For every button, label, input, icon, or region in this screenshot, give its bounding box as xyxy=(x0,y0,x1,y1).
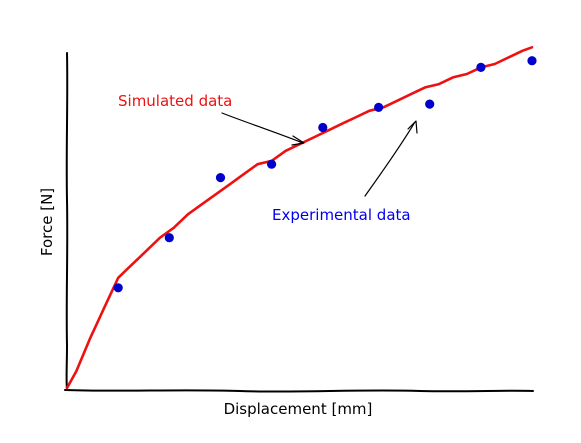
annotation-experimental: Experimental data xyxy=(272,206,411,224)
x-axis-label: Displacement [mm] xyxy=(224,400,373,418)
experimental-data-point xyxy=(527,56,537,66)
y-axis-label: Force [N] xyxy=(38,188,56,256)
experimental-data-point xyxy=(374,102,384,112)
x-axis-line xyxy=(64,389,534,393)
experimental-data-point xyxy=(425,99,435,109)
arrowhead-experimental xyxy=(407,120,418,134)
experimental-data-point xyxy=(476,62,486,72)
experimental-data-point xyxy=(113,283,123,293)
y-axis-line xyxy=(65,52,69,391)
experimental-data-point xyxy=(318,122,328,133)
experimental-data-point xyxy=(267,159,277,169)
arrowhead-simulated xyxy=(291,135,305,146)
arrow-experimental xyxy=(364,121,416,197)
experimental-data-point xyxy=(164,233,174,243)
annotation-simulated: Simulated data xyxy=(118,92,232,110)
arrow-simulated xyxy=(221,112,304,144)
experimental-data-point xyxy=(215,173,226,183)
